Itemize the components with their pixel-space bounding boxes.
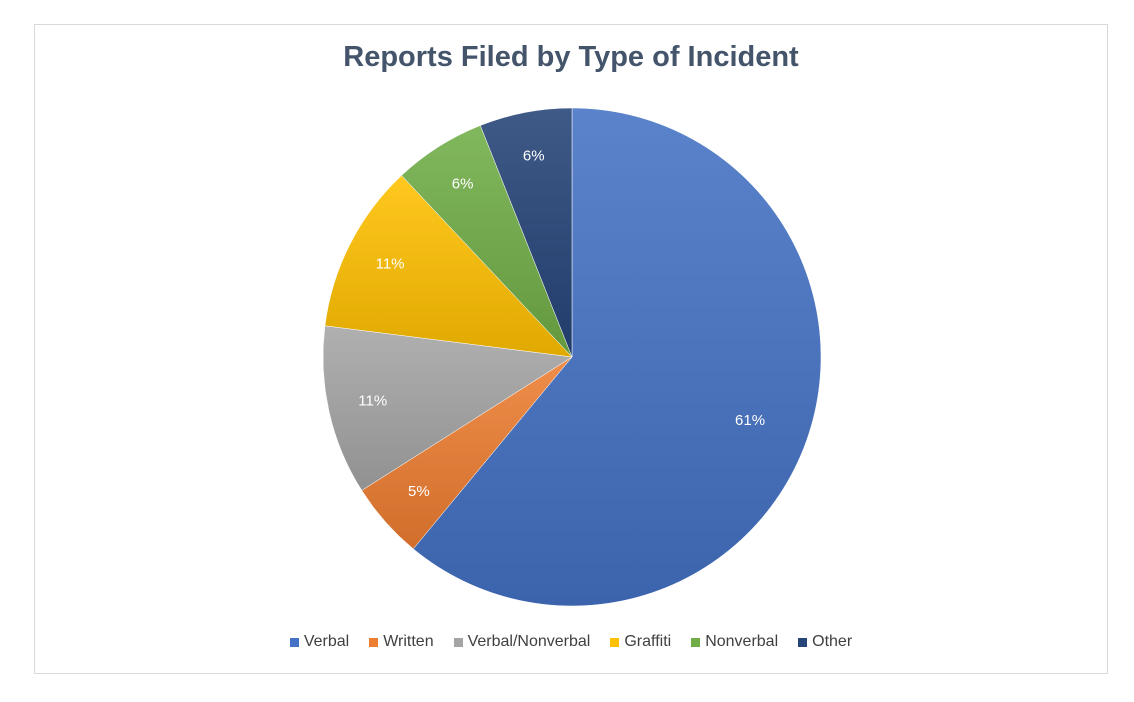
legend-swatch <box>453 637 463 647</box>
data-label-nonverbal: 6% <box>452 176 474 193</box>
legend-label: Graffiti <box>624 633 672 650</box>
data-label-written: 5% <box>408 483 430 500</box>
legend-item-written: Written <box>369 633 434 651</box>
legend-swatch <box>610 637 620 647</box>
legend-label: Written <box>383 633 434 650</box>
pie-slice-verbal <box>412 107 822 607</box>
legend-label: Verbal/Nonverbal <box>467 633 591 650</box>
data-label-other: 6% <box>523 147 545 164</box>
legend-swatch <box>691 637 701 647</box>
legend-label: Other <box>812 633 853 650</box>
pie-slice-verbal-nonverbal <box>322 325 573 491</box>
data-label-graffiti: 11% <box>376 255 405 272</box>
legend-item-graffiti: Graffiti <box>610 633 671 651</box>
legend: Verbal Written Verbal/Nonverbal Graffiti Non… <box>35 633 1107 651</box>
pie-slice-graffiti <box>324 175 573 358</box>
pie-chart: 61% 5% 11% 11% 6% 6% <box>322 107 822 607</box>
legend-item-nonverbal: Nonverbal <box>691 633 778 651</box>
chart-area: Reports Filed by Type of Incident 61% 5% 1… <box>34 24 1108 674</box>
legend-swatch <box>798 637 808 647</box>
legend-label: Nonverbal <box>705 633 779 650</box>
legend-item-verbal: Verbal <box>289 633 350 651</box>
legend-label: Verbal <box>303 633 350 650</box>
legend-item-verbal-nonverbal: Verbal/Nonverbal <box>453 633 591 651</box>
legend-item-other: Other <box>798 633 852 651</box>
legend-swatch <box>369 637 379 647</box>
pie-slice-other <box>480 107 573 358</box>
chart-title: Reports Filed by Type of Incident <box>343 41 799 73</box>
data-label-verbal-nonverbal: 11% <box>358 393 387 410</box>
legend-swatch <box>289 637 299 647</box>
data-label-verbal: 61% <box>735 412 765 429</box>
